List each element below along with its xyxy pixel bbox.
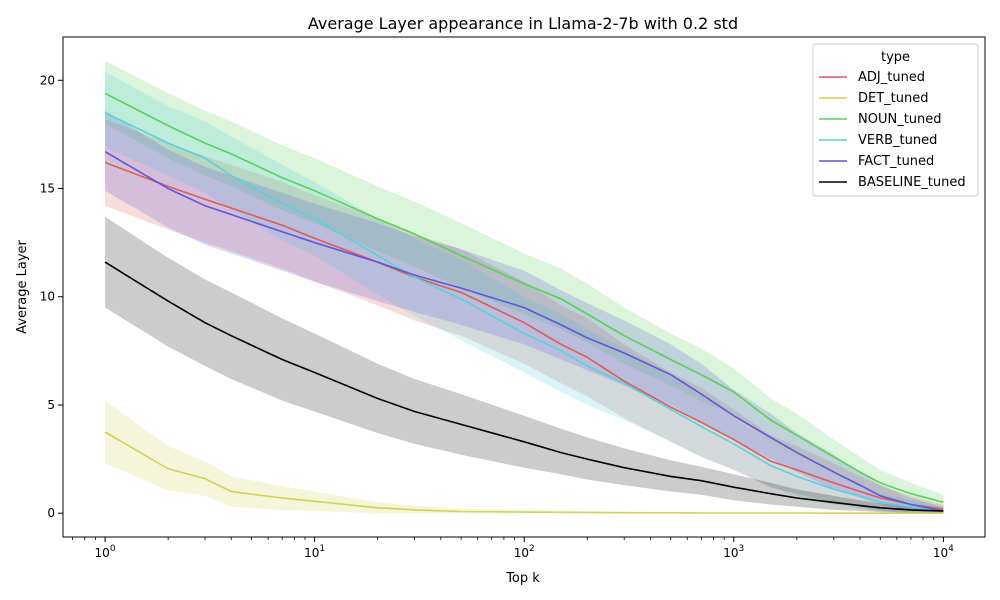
series-lines <box>104 92 944 515</box>
line-noun-tuned <box>104 92 944 504</box>
legend: type ADJ_tuned DET_tuned NOUN_tuned VERB_tun… <box>812 43 979 197</box>
y-tick-label: 0 <box>47 506 55 520</box>
x-tick-label: 103 <box>723 544 744 560</box>
legend-label-noun-tuned: NOUN_tuned <box>858 112 942 127</box>
x-axis-label: Top k <box>505 571 540 586</box>
line-baseline-tuned <box>104 261 944 512</box>
y-axis-label: Average Layer <box>15 239 30 333</box>
y-tick-label: 15 <box>40 182 55 196</box>
line-adj-tuned <box>104 161 944 510</box>
band-baseline-tuned <box>105 216 944 514</box>
axes: 100 101 102 103 104 0 5 10 15 20 <box>40 73 954 560</box>
legend-box <box>812 43 979 197</box>
legend-label-baseline-tuned: BASELINE_tuned <box>858 175 966 190</box>
line-fact-tuned <box>104 151 944 512</box>
x-tick-label: 100 <box>95 544 116 560</box>
confidence-bands <box>105 60 944 514</box>
band-verb-tuned <box>105 71 944 514</box>
plot-area-frame <box>62 36 986 538</box>
chart-title: Average Layer appearance in Llama-2-7b w… <box>308 14 738 33</box>
legend-label-det-tuned: DET_tuned <box>858 91 929 106</box>
legend-title: type <box>881 50 910 65</box>
x-tick-label: 102 <box>514 544 535 560</box>
y-tick-label: 20 <box>40 73 55 87</box>
line-verb-tuned <box>104 112 944 512</box>
line-det-tuned <box>104 431 944 515</box>
band-adj-tuned <box>105 119 944 514</box>
x-tick-label: 101 <box>304 544 325 560</box>
x-tick-label: 104 <box>933 544 954 560</box>
band-fact-tuned <box>105 110 944 514</box>
y-tick-label: 10 <box>40 290 55 304</box>
legend-label-fact-tuned: FACT_tuned <box>858 154 934 169</box>
band-noun-tuned <box>105 60 944 512</box>
legend-label-adj-tuned: ADJ_tuned <box>858 70 925 85</box>
legend-label-verb-tuned: VERB_tuned <box>858 133 937 148</box>
y-tick-label: 5 <box>47 398 55 412</box>
